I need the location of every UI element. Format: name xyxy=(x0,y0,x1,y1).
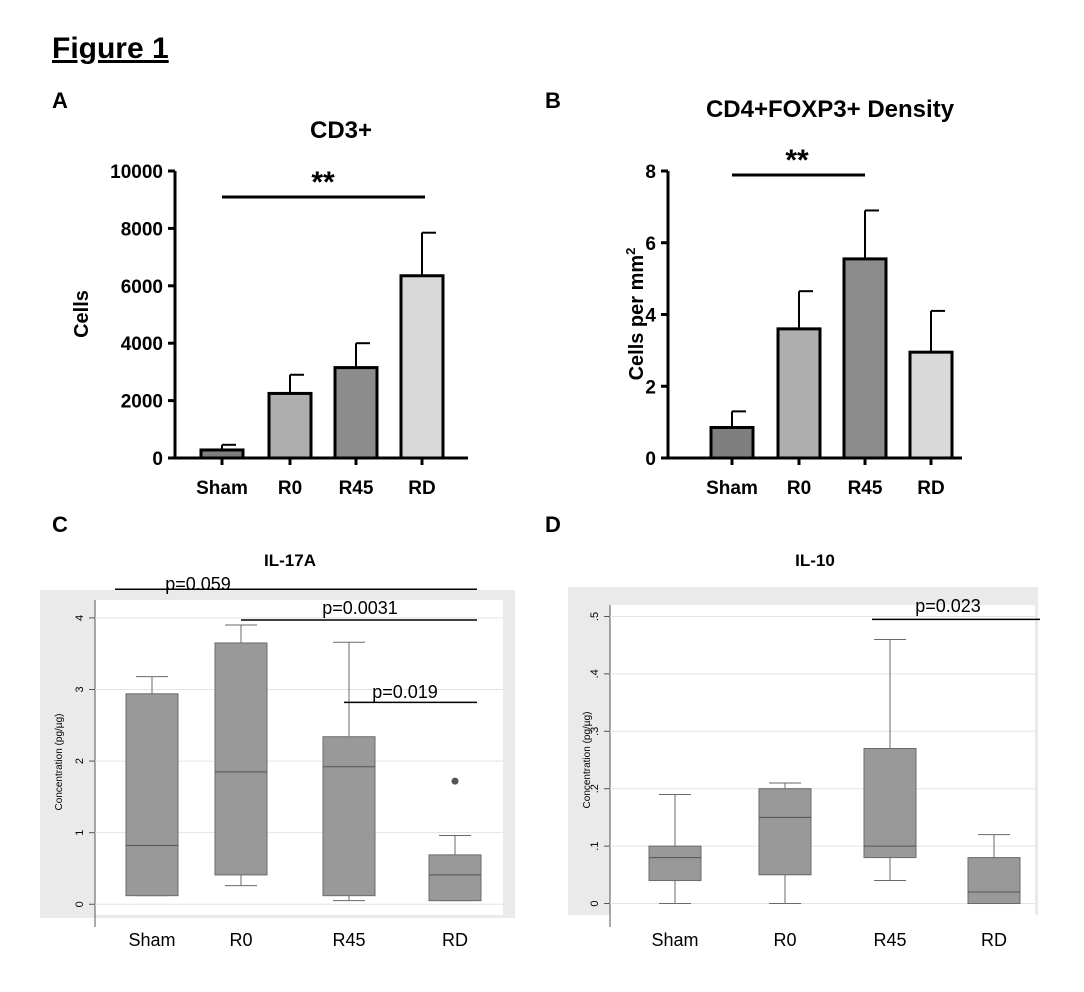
y-tick-label: 6000 xyxy=(121,277,163,298)
y-tick-label: 2 xyxy=(74,758,86,764)
chart-title: IL-17A xyxy=(264,551,316,570)
x-tick-label: R0 xyxy=(278,478,302,499)
box-sham xyxy=(648,845,702,882)
box-rd xyxy=(967,857,1021,905)
p-value-label: p=0.0031 xyxy=(322,598,398,618)
p-value-label: p=0.019 xyxy=(372,682,438,702)
bar-sham xyxy=(709,426,755,460)
chart-title: IL-10 xyxy=(795,551,835,570)
chart-title: CD3+ xyxy=(310,117,372,144)
y-tick-label: 3 xyxy=(74,686,86,692)
x-tick-label: R45 xyxy=(339,478,374,499)
panel-letter-a: A xyxy=(52,88,68,113)
chart-b: CD4+FOXP3+ Density Cells per mm2 0 2 4 6 8 Sham… xyxy=(623,96,962,499)
significance-label: ** xyxy=(311,166,335,199)
figure-title: Figure 1 xyxy=(52,32,169,65)
x-tick-label: Sham xyxy=(706,478,758,499)
box-r0 xyxy=(758,788,812,876)
y-tick-label: .1 xyxy=(589,842,601,851)
y-tick-label: .4 xyxy=(589,669,601,678)
x-tick-label: Sham xyxy=(128,930,175,950)
panel-letter-d: D xyxy=(545,512,561,537)
y-tick-label: .3 xyxy=(589,727,601,736)
bar-r45 xyxy=(333,366,379,460)
bar-r45 xyxy=(842,257,888,460)
p-value-label: p=0.023 xyxy=(915,596,981,616)
significance-label: ** xyxy=(785,144,809,177)
y-tick-label: 0 xyxy=(645,449,656,470)
y-axis-label: Concentration (pg/µg) xyxy=(582,712,593,809)
y-tick-label: .2 xyxy=(589,784,601,793)
chart-a: CD3+ Cells 0 2000 4000 6000 8000 10000 Sham R0 R45… xyxy=(71,117,468,499)
y-tick-label: 4 xyxy=(645,306,656,327)
chart-d: IL-10 Concentration (pg/µg) 0 .1 .2 .3 .4 .5 Sha… xyxy=(568,551,1040,950)
bar-rd xyxy=(399,274,445,460)
x-tick-label: R0 xyxy=(787,478,811,499)
y-tick-label: 0 xyxy=(152,449,163,470)
bar-r0 xyxy=(267,391,313,460)
y-axis-label: Cells xyxy=(71,290,93,338)
y-tick-label: 0 xyxy=(74,901,86,907)
y-tick-label: 0 xyxy=(589,900,601,906)
bar-r0 xyxy=(776,327,822,460)
box-rd xyxy=(428,854,482,902)
box-r45 xyxy=(863,748,917,859)
panel-letter-b: B xyxy=(545,88,561,113)
box-sham xyxy=(125,693,179,897)
x-tick-label: Sham xyxy=(196,478,248,499)
x-tick-label: R45 xyxy=(332,930,365,950)
x-tick-label: R0 xyxy=(229,930,252,950)
x-tick-label: RD xyxy=(442,930,468,950)
box-r45 xyxy=(322,736,376,897)
y-tick-label: 1 xyxy=(74,830,86,836)
y-tick-label: 4000 xyxy=(121,334,163,355)
x-tick-label: RD xyxy=(408,478,435,499)
bar-sham xyxy=(199,448,245,460)
y-tick-label: 6 xyxy=(645,234,656,255)
box-r0 xyxy=(214,642,268,876)
chart-title: CD4+FOXP3+ Density xyxy=(706,96,955,123)
x-tick-label: R45 xyxy=(873,930,906,950)
x-tick-label: RD xyxy=(917,478,944,499)
y-tick-label: 8 xyxy=(645,162,656,183)
y-tick-label: 4 xyxy=(74,615,86,621)
bar-rd xyxy=(908,350,954,460)
y-tick-label: 2 xyxy=(645,377,656,398)
chart-c: IL-17A Concentration (pg/µg) 0 1 2 3 4 Sham R0 R4… xyxy=(40,551,515,950)
x-tick-label: Sham xyxy=(651,930,698,950)
y-tick-label: .5 xyxy=(589,612,601,621)
x-tick-label: R0 xyxy=(773,930,796,950)
y-axis-label: Cells per mm2 xyxy=(623,248,648,381)
y-axis-label-superscript: 2 xyxy=(623,248,638,255)
y-tick-label: 8000 xyxy=(121,219,163,240)
p-value-label: p=0.059 xyxy=(165,574,231,594)
y-axis-label: Concentration (pg/µg) xyxy=(54,714,65,811)
y-tick-label: 2000 xyxy=(121,392,163,413)
outlier-point xyxy=(451,777,459,785)
panel-letter-c: C xyxy=(52,512,68,537)
y-tick-label: 10000 xyxy=(110,162,163,183)
x-tick-label: RD xyxy=(981,930,1007,950)
x-tick-label: R45 xyxy=(848,478,883,499)
